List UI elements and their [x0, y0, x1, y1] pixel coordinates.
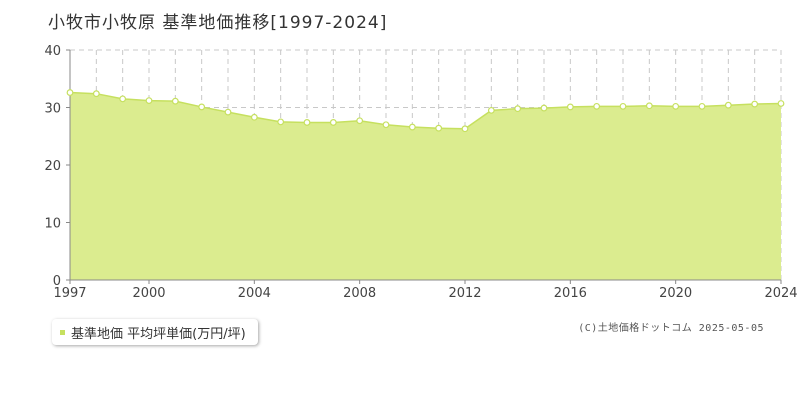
data-point	[698, 102, 706, 110]
data-point	[382, 121, 390, 129]
y-tick-label: 10	[44, 217, 61, 232]
data-point	[92, 90, 100, 98]
y-tick-label: 40	[44, 44, 61, 59]
legend-swatch	[60, 329, 65, 335]
data-point	[461, 125, 469, 133]
data-point	[593, 102, 601, 110]
data-point	[277, 118, 285, 126]
data-point	[66, 89, 74, 96]
y-tick-label: 30	[44, 102, 61, 117]
data-point	[540, 104, 548, 112]
legend-label: 基準地価 平均坪単価(万円/坪)	[71, 326, 246, 342]
data-point	[672, 102, 680, 110]
series-area	[70, 92, 781, 280]
data-point	[619, 102, 627, 110]
data-point	[250, 113, 258, 121]
data-point	[408, 123, 416, 131]
data-point	[198, 103, 206, 111]
y-tick-label: 20	[44, 159, 61, 174]
data-point	[777, 100, 785, 107]
y-tick-label: 0	[53, 274, 61, 289]
data-point	[145, 97, 153, 104]
x-tick-label: 2024	[764, 286, 797, 301]
chart-title: 小牧市小牧原 基準地価推移[1997-2024]	[48, 13, 388, 33]
data-point	[356, 117, 364, 125]
data-point	[171, 97, 179, 105]
data-point	[566, 103, 574, 111]
copyright-text: (C)土地価格ドットコム 2025-05-05	[578, 323, 764, 334]
series-line	[69, 91, 782, 130]
x-tick-label: 2004	[238, 286, 271, 301]
data-point	[303, 119, 311, 126]
x-tick-label: 2016	[554, 286, 587, 301]
data-point	[514, 105, 522, 113]
x-tick-label: 1997	[53, 286, 86, 301]
x-tick-label: 2000	[132, 286, 165, 301]
x-tick-label: 2012	[448, 286, 481, 301]
data-point	[435, 124, 443, 132]
data-point	[224, 108, 232, 116]
data-point	[119, 95, 127, 103]
data-point	[329, 119, 337, 126]
data-point	[751, 100, 759, 108]
data-point	[487, 106, 495, 114]
x-tick-label: 2008	[343, 286, 376, 301]
data-point	[645, 102, 653, 110]
x-tick-label: 2020	[659, 286, 692, 301]
legend: 基準地価 平均坪単価(万円/坪)	[52, 319, 258, 345]
data-point	[724, 101, 732, 109]
